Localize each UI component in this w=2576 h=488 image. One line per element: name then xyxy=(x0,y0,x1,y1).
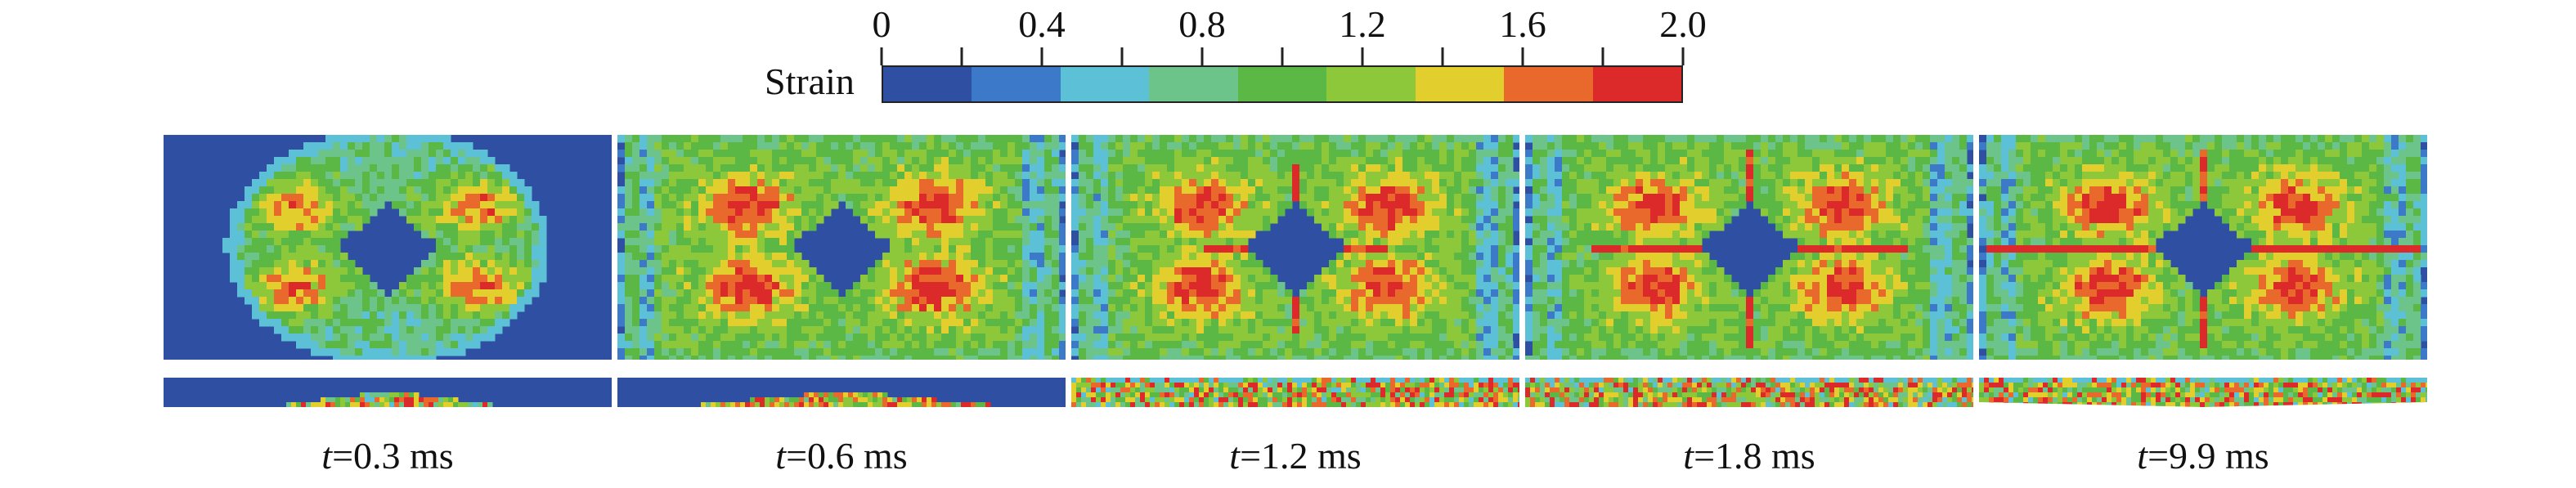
strain-field-top-view xyxy=(617,135,1066,360)
strain-field-side-view xyxy=(164,378,612,407)
colorbar-tick-mark xyxy=(880,47,883,65)
colorbar-tick-mark xyxy=(1281,47,1284,65)
time-variable: t xyxy=(1229,435,1241,477)
colorbar-band xyxy=(1149,67,1238,101)
time-variable: t xyxy=(775,435,787,477)
strain-panel xyxy=(164,135,612,407)
colorbar-tick-mark xyxy=(1521,47,1524,65)
colorbar-tick-mark xyxy=(1040,47,1043,65)
time-value: =9.9 ms xyxy=(2147,435,2269,477)
colorbar-tick-label: 0.4 xyxy=(1018,3,1066,45)
time-value: =0.3 ms xyxy=(332,435,454,477)
time-variable: t xyxy=(321,435,333,477)
colorbar-tick-mark xyxy=(1361,47,1364,65)
strain-field-top-view xyxy=(164,135,612,360)
colorbar-band xyxy=(1060,67,1150,101)
colorbar-band xyxy=(1592,67,1681,101)
time-label: t=9.9 ms xyxy=(1979,433,2427,479)
colorbar-band xyxy=(972,67,1061,101)
colorbar-band xyxy=(1415,67,1505,101)
colorbar-band xyxy=(883,67,972,101)
strain-field-top-view xyxy=(1071,135,1519,360)
colorbar-tick-mark xyxy=(1601,47,1604,65)
colorbar-band xyxy=(1504,67,1593,101)
time-variable: t xyxy=(1683,435,1694,477)
time-label: t=0.3 ms xyxy=(164,433,612,479)
colorbar-tick-mark xyxy=(960,47,963,65)
colorbar-band xyxy=(1326,67,1416,101)
colorbar-tick-label: 1.6 xyxy=(1499,3,1546,45)
strain-panel xyxy=(617,135,1066,407)
strain-field-top-view xyxy=(1979,135,2427,360)
colorbar-tick-mark xyxy=(1441,47,1444,65)
colorbar-ticks: 0 0.4 0.8 1.2 1.6 2.0 xyxy=(873,0,1707,65)
strain-field-side-view xyxy=(1071,378,1519,407)
strain-panel xyxy=(1525,135,1973,407)
time-value: =1.8 ms xyxy=(1694,435,1815,477)
colorbar xyxy=(882,65,1683,103)
colorbar-tick-mark xyxy=(1200,47,1204,65)
strain-field-top-view xyxy=(1525,135,1973,360)
time-label: t=0.6 ms xyxy=(617,433,1066,479)
time-variable: t xyxy=(2137,435,2148,477)
strain-panel xyxy=(1071,135,1519,407)
colorbar-tick-label: 2.0 xyxy=(1659,3,1707,45)
colorbar-tick-mark xyxy=(1120,47,1124,65)
colorbar-tick-label: 0 xyxy=(872,3,891,45)
colorbar-title: Strain xyxy=(765,60,855,102)
time-label: t=1.8 ms xyxy=(1525,433,1973,479)
colorbar-tick-label: 1.2 xyxy=(1339,3,1386,45)
colorbar-tick-label: 0.8 xyxy=(1178,3,1226,45)
strain-panel xyxy=(1979,135,2427,407)
time-value: =1.2 ms xyxy=(1240,435,1362,477)
strain-field-side-view xyxy=(1525,378,1973,407)
time-value: =0.6 ms xyxy=(786,435,908,477)
colorbar-tick-mark xyxy=(1681,47,1685,65)
strain-field-side-view xyxy=(617,378,1066,407)
time-label: t=1.2 ms xyxy=(1071,433,1519,479)
strain-field-side-view xyxy=(1979,378,2427,407)
colorbar-band xyxy=(1237,67,1327,101)
